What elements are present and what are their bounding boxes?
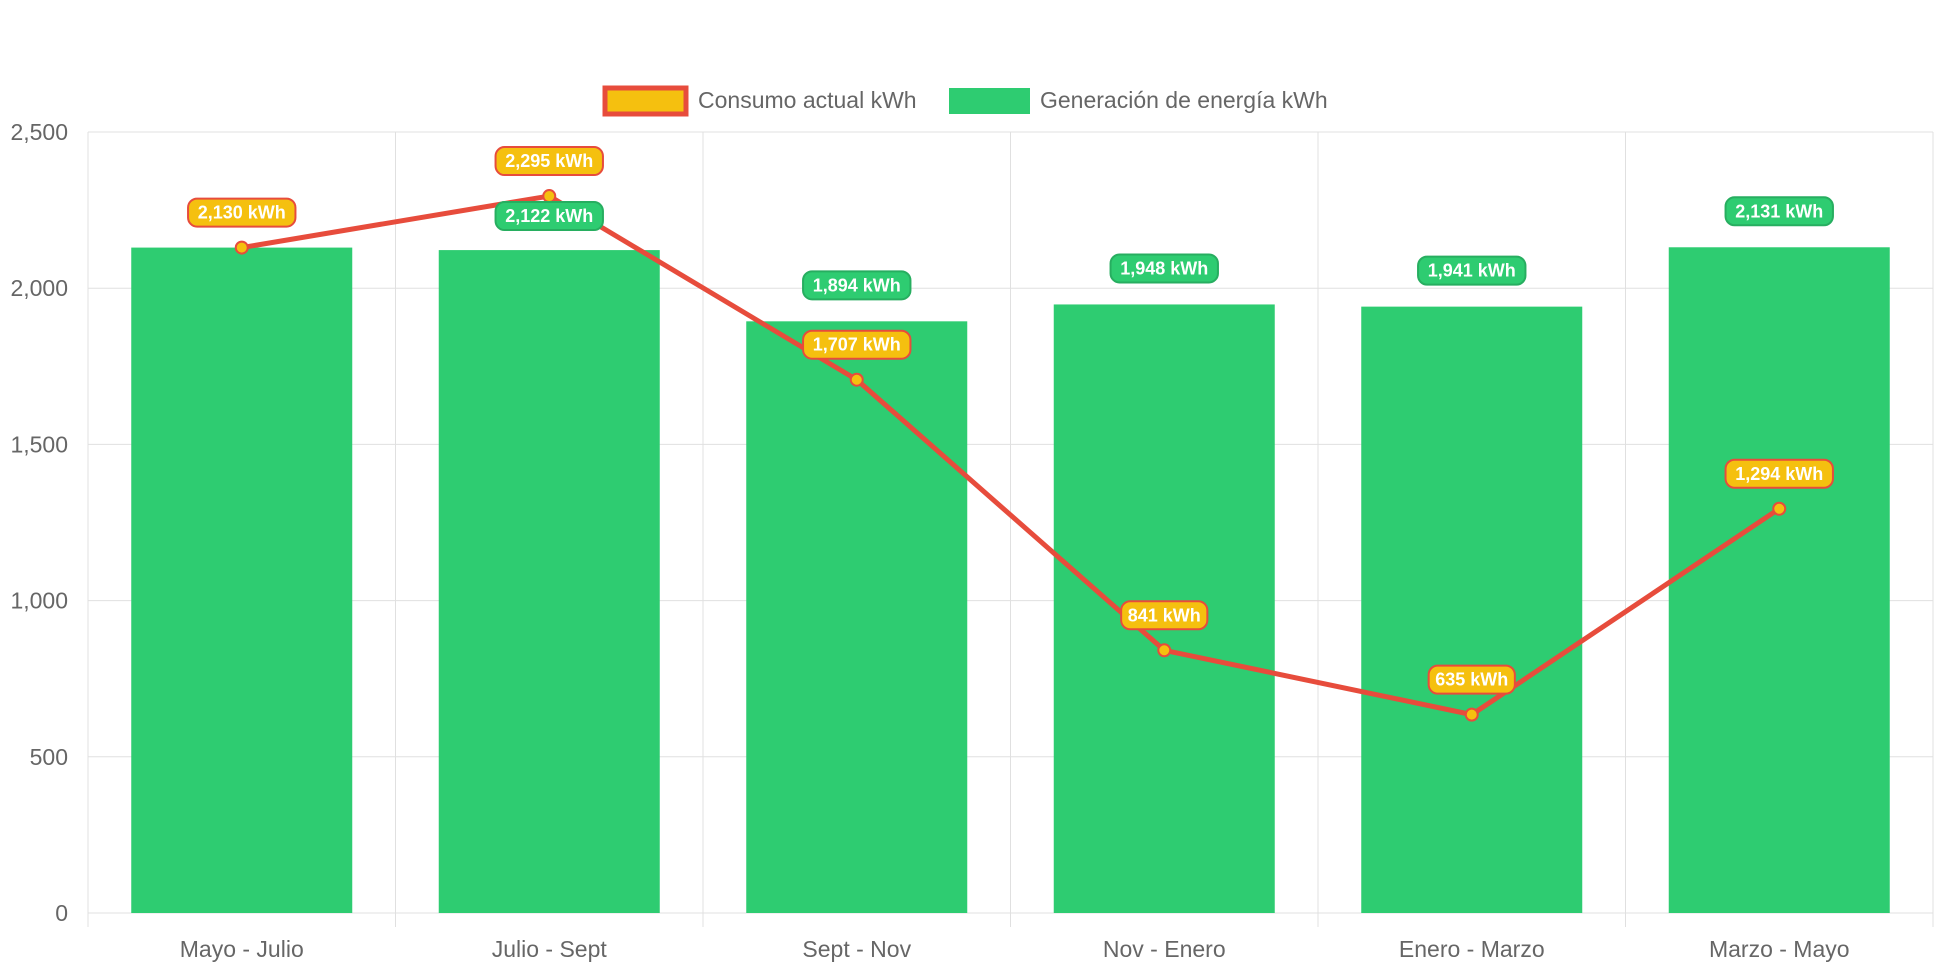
consumption-data-label: 1,294 kWh (1724, 458, 1834, 489)
generation-data-label-bg (494, 201, 604, 232)
y-tick-label: 0 (55, 900, 68, 926)
consumption-point[interactable] (1157, 643, 1172, 658)
consumption-data-label-bg (187, 197, 297, 228)
consumption-point[interactable] (234, 240, 249, 255)
consumption-data-label: 841 kWh (1120, 600, 1209, 631)
generation-data-label-text: 1,894 kWh (813, 275, 901, 295)
generation-data-label: 1,948 kWh (1109, 253, 1219, 284)
x-tick-label: Julio - Sept (492, 936, 608, 962)
generation-data-label-text: 2,122 kWh (505, 206, 593, 226)
consumption-data-label-bg (1427, 664, 1516, 695)
legend-swatch-consumo (602, 85, 689, 117)
consumption-data-label-text: 841 kWh (1128, 605, 1201, 625)
generation-bar (1668, 247, 1890, 913)
consumption-point[interactable] (542, 189, 557, 204)
consumption-data-label: 2,295 kWh (494, 146, 604, 177)
generation-data-label-text: 1,941 kWh (1428, 261, 1516, 281)
generation-data-label-text: 2,131 kWh (1735, 201, 1823, 221)
y-tick-label: 1,500 (10, 431, 68, 457)
x-tick-label: Enero - Marzo (1399, 936, 1545, 962)
consumption-data-label-text: 1,294 kWh (1735, 464, 1823, 484)
x-axis: Mayo - Julio Julio - Sept Sept - Nov Nov - … (180, 936, 1850, 962)
generation-bars (131, 247, 1890, 913)
generation-data-label: 2,131 kWh (1724, 196, 1834, 227)
consumption-point[interactable] (1464, 707, 1479, 722)
consumption-data-label-bg (1724, 458, 1834, 489)
generation-data-label-bg (1724, 196, 1834, 227)
generation-bar (746, 321, 968, 913)
consumption-data-label-text: 635 kWh (1435, 670, 1508, 690)
x-tick-label: Mayo - Julio (180, 936, 304, 962)
generation-data-label-bg (802, 270, 912, 301)
generation-data-label: 1,894 kWh (802, 270, 912, 301)
x-tick-label: Nov - Enero (1103, 936, 1226, 962)
data-labels: 2,122 kWh 1,894 kWh 1,948 kWh 1,941 kWh 2,13… (187, 146, 1834, 695)
y-tick-label: 1,000 (10, 588, 68, 614)
x-tick-label: Marzo - Mayo (1709, 936, 1850, 962)
generation-data-label-bg (1417, 255, 1527, 286)
consumption-point[interactable] (1772, 501, 1787, 516)
generation-data-label: 1,941 kWh (1417, 255, 1527, 286)
legend[interactable]: Consumo actual kWh Generación de energía… (602, 85, 1328, 117)
consumption-data-label: 1,707 kWh (802, 329, 912, 360)
y-tick-label: 2,000 (10, 275, 68, 301)
generation-data-label-text: 1,948 kWh (1120, 258, 1208, 278)
consumption-data-label-bg (494, 146, 604, 177)
generation-bar (438, 250, 660, 913)
consumption-data-label: 2,130 kWh (187, 197, 297, 228)
consumption-data-label: 635 kWh (1427, 664, 1516, 695)
consumption-data-label-text: 2,130 kWh (198, 203, 286, 223)
legend-label-generacion: Generación de energía kWh (1040, 87, 1328, 113)
consumption-data-label-text: 1,707 kWh (813, 335, 901, 355)
consumption-data-label-text: 2,295 kWh (505, 151, 593, 171)
y-tick-label: 500 (30, 744, 68, 770)
generation-bar (131, 247, 353, 913)
generation-bar (1361, 306, 1583, 913)
consumption-data-label-bg (802, 329, 912, 360)
x-tick-label: Sept - Nov (802, 936, 911, 962)
legend-swatch-generacion (949, 88, 1030, 114)
legend-label-consumo: Consumo actual kWh (698, 87, 917, 113)
legend-item-generacion[interactable]: Generación de energía kWh (949, 87, 1328, 114)
y-axis: 0 500 1,000 1,500 2,000 2,500 (10, 119, 68, 926)
generation-data-label-bg (1109, 253, 1219, 284)
legend-item-consumo[interactable]: Consumo actual kWh (602, 85, 917, 117)
consumption-point[interactable] (849, 372, 864, 387)
consumption-data-label-bg (1120, 600, 1209, 631)
y-tick-label: 2,500 (10, 119, 68, 145)
grid-lines (87, 131, 1934, 927)
generation-data-label: 2,122 kWh (494, 201, 604, 232)
